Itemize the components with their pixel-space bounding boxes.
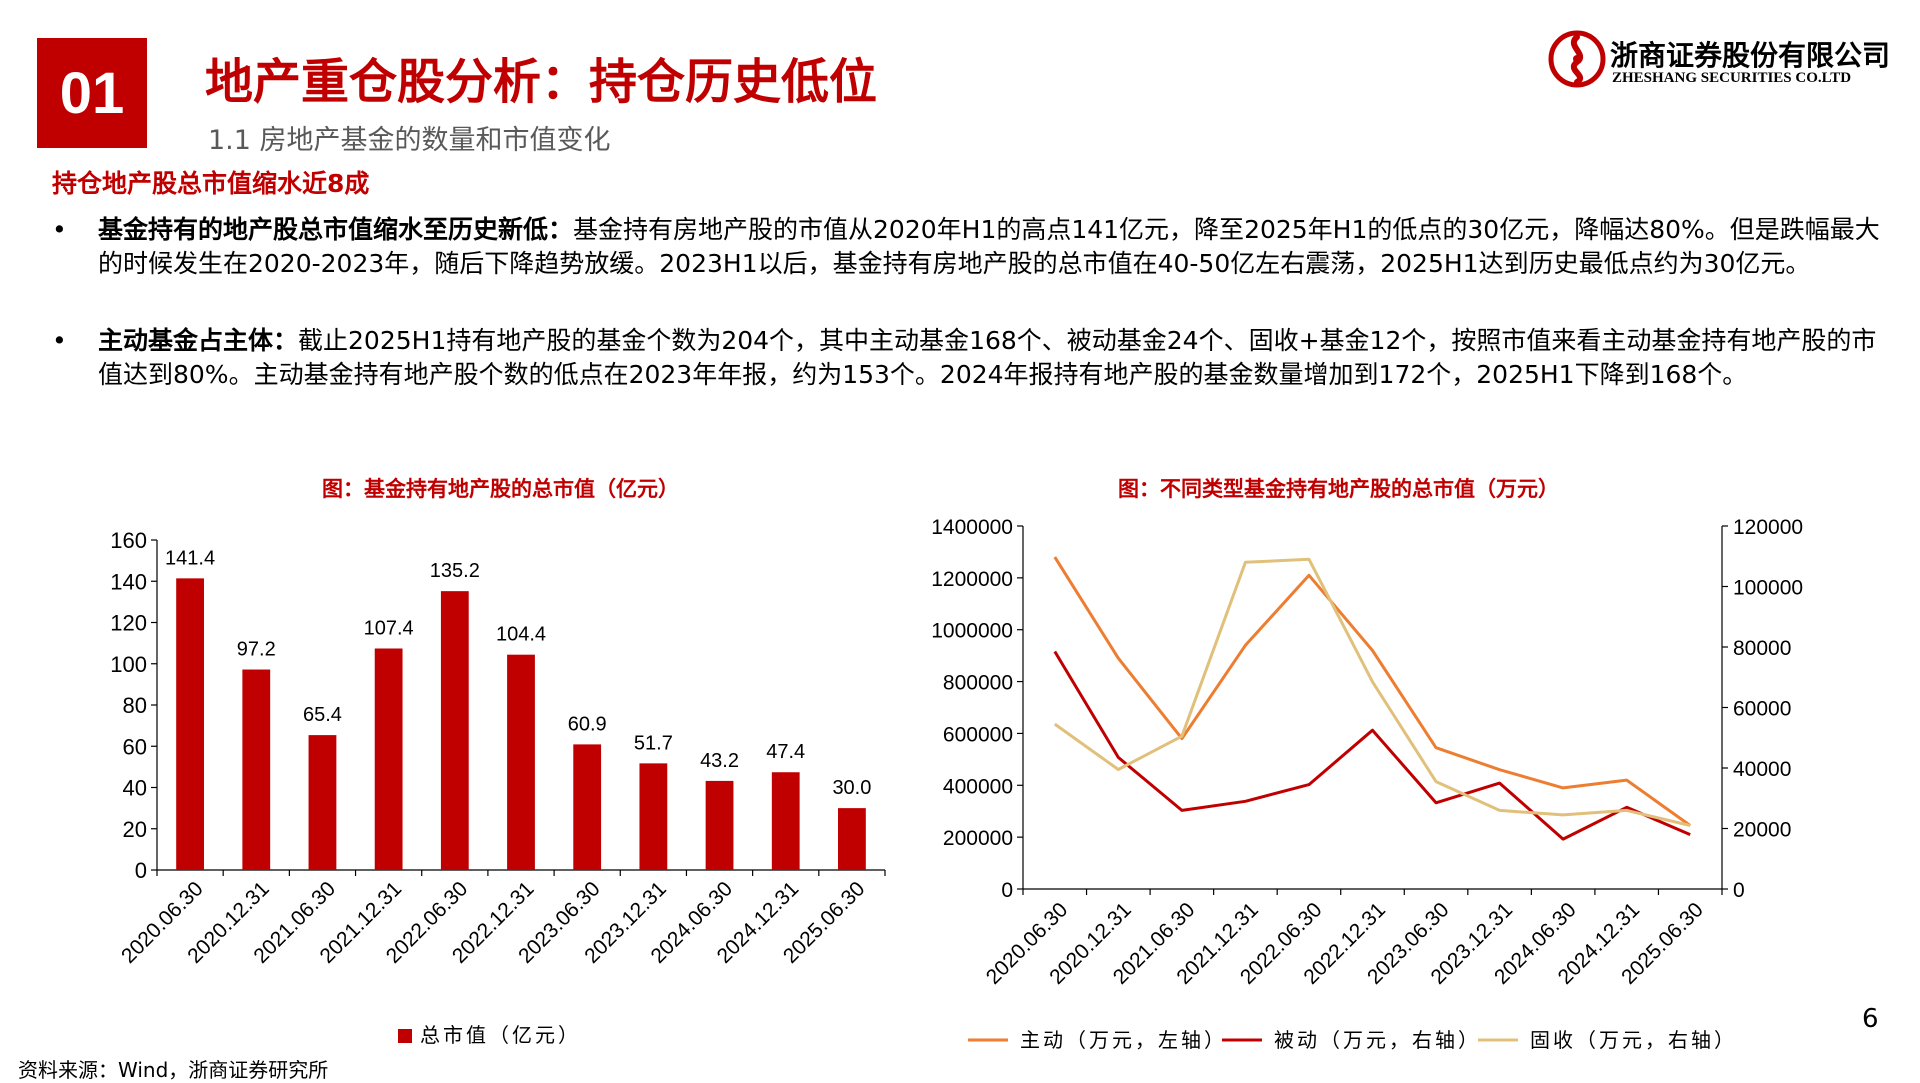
y-tick-label: 120: [110, 611, 147, 636]
active-fund-line: [1053, 556, 1692, 827]
left-y-tick-label: 600000: [943, 723, 1013, 746]
left-y-tick-label: 800000: [943, 672, 1013, 695]
bar: [507, 654, 535, 870]
bullet-bold-lead: 主动基金占主体：: [98, 326, 299, 355]
bar-chart-title: 图：基金持有地产股的总市值（亿元）: [322, 477, 679, 501]
bar: [639, 763, 668, 870]
section-heading: 持仓地产股总市值缩水近8成: [52, 169, 370, 198]
right-y-tick-label: 20000: [1733, 819, 1791, 842]
bar-data-label: 104.4: [496, 624, 546, 646]
bar-data-label: 30.0: [832, 777, 871, 799]
bullet-item: • 基金持有的地产股总市值缩水至历史新低：基金持有房地产股的市值从2020年H1…: [52, 213, 1892, 281]
bar: [440, 591, 469, 870]
bar-chart: 020406080100120140160141.42020.06.3097.2…: [110, 528, 886, 1047]
left-y-tick-label: 400000: [943, 775, 1013, 798]
company-logo: 浙商证券股份有限公司 ZHESHANG SECURITIES CO.LTD: [1548, 28, 1893, 98]
y-tick-label: 140: [110, 569, 147, 594]
bullet-bold-lead: 基金持有的地产股总市值缩水至历史新低：: [98, 215, 574, 244]
left-y-tick-label: 1200000: [931, 568, 1013, 591]
y-tick-label: 60: [123, 734, 147, 759]
legend-label: 被动（万元，右轴）: [1274, 1029, 1481, 1052]
right-y-tick-label: 40000: [1733, 758, 1791, 781]
line-chart: 0200000400000600000800000100000012000001…: [931, 516, 1803, 1052]
right-y-tick-label: 120000: [1733, 516, 1803, 539]
logo-chinese-name: 浙商证券股份有限公司: [1610, 39, 1891, 72]
page-number: 6: [1862, 1004, 1879, 1034]
bar: [176, 578, 204, 870]
bar: [374, 648, 403, 870]
bar: [838, 808, 866, 870]
right-y-tick-label: 80000: [1733, 637, 1791, 660]
page-title: 地产重仓股分析：持仓历史低位: [205, 54, 878, 110]
bullet-item: • 主动基金占主体：截止2025H1持有地产股的基金个数为204个，其中主动基金…: [52, 324, 1892, 392]
y-tick-label: 100: [110, 652, 147, 677]
passive-fund-line: [1053, 650, 1691, 841]
fixed-income-fund-line: [1053, 557, 1691, 827]
line-chart-title: 图：不同类型基金持有地产股的总市值（万元）: [1118, 477, 1559, 501]
legend-label: 固收（万元，右轴）: [1530, 1029, 1737, 1052]
left-y-tick-label: 200000: [943, 827, 1013, 850]
y-tick-label: 80: [123, 693, 147, 718]
bar-data-label: 65.4: [303, 704, 342, 726]
bar-data-label: 97.2: [237, 639, 276, 661]
left-y-tick-label: 0: [1001, 879, 1013, 902]
bar: [705, 780, 734, 870]
bar-data-label: 47.4: [766, 741, 805, 763]
legend-label: 总市值（亿元）: [420, 1024, 581, 1047]
left-y-tick-label: 1400000: [931, 516, 1013, 539]
page-subtitle: 1.1 房地产基金的数量和市值变化: [208, 125, 611, 156]
bar-data-label: 60.9: [568, 713, 607, 735]
right-y-tick-label: 60000: [1733, 698, 1791, 721]
logo-english-name: ZHESHANG SECURITIES CO.LTD: [1612, 70, 1852, 86]
left-y-tick-label: 1000000: [931, 620, 1013, 643]
section-number-badge: 01: [37, 38, 147, 148]
bar: [771, 772, 800, 870]
bar: [308, 735, 337, 870]
legend-swatch: [398, 1029, 412, 1043]
bar: [573, 744, 602, 870]
bar: [242, 669, 271, 870]
legend-label: 主动（万元，左轴）: [1020, 1029, 1227, 1052]
bullet-text: 基金持有房地产股的市值从2020年H1的高点141亿元，降至2025年H1的低点…: [98, 215, 1880, 278]
bullet-text: 截止2025H1持有地产股的基金个数为204个，其中主动基金168个、被动基金2…: [98, 326, 1877, 389]
right-y-tick-label: 0: [1733, 879, 1745, 902]
bar-data-label: 141.4: [165, 547, 215, 569]
y-tick-label: 40: [123, 776, 147, 801]
y-tick-label: 160: [110, 528, 147, 553]
bar-data-label: 135.2: [430, 560, 480, 582]
source-note: 资料来源：Wind，浙商证券研究所: [18, 1058, 329, 1082]
bullet-marker: •: [52, 326, 67, 355]
y-tick-label: 20: [123, 817, 147, 842]
bar-data-label: 107.4: [364, 617, 414, 639]
bullet-marker: •: [52, 215, 67, 244]
zheshang-logo-icon: [1548, 30, 1606, 88]
right-y-tick-label: 100000: [1733, 577, 1803, 600]
bar-data-label: 51.7: [634, 732, 673, 754]
y-tick-label: 0: [135, 858, 147, 883]
bar-data-label: 43.2: [700, 750, 739, 772]
